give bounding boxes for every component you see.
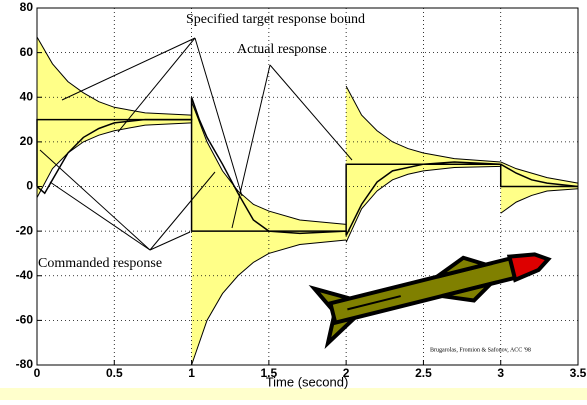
missile-nose: [506, 252, 552, 283]
band-bound: [36, 122, 192, 198]
y-tick-label: -40: [16, 268, 34, 282]
y-tick-label: -20: [16, 223, 34, 237]
y-tick-label: 80: [20, 0, 34, 14]
band-bound: [191, 101, 347, 225]
y-tick-label: -60: [16, 313, 34, 327]
annotation: Specified target response bound: [186, 12, 365, 27]
arrow: [61, 37, 196, 101]
y-tick-label: 0: [26, 179, 33, 193]
annotation: Commanded response: [38, 256, 162, 271]
y-tick-label: 40: [20, 89, 34, 103]
band-bound: [191, 239, 347, 366]
missile-fin: [435, 255, 494, 279]
x-tick-label: 0.5: [106, 366, 123, 380]
missile-fin: [441, 280, 498, 303]
y-tick-label: 20: [20, 134, 34, 148]
y-tick-label: 60: [20, 45, 34, 59]
arrow: [149, 231, 191, 251]
band-fill: [37, 37, 192, 198]
x-tick-label: 3.5: [570, 366, 587, 380]
arrow: [149, 171, 216, 251]
x-tick-label: 0: [34, 366, 41, 380]
band-fill: [500, 161, 578, 214]
x-tick-label: 2: [343, 366, 350, 380]
band-fill: [191, 101, 347, 366]
arrow: [231, 64, 271, 229]
x-tick-label: 2.5: [415, 366, 432, 380]
arrow: [39, 149, 151, 251]
arrow: [49, 181, 151, 251]
arrow: [269, 64, 353, 161]
x-axis-label: Time (second): [266, 374, 349, 389]
band-bound: [36, 36, 192, 116]
x-tick-label: 3: [497, 366, 504, 380]
annotation: Actual response: [237, 42, 327, 57]
series-line: [36, 118, 578, 232]
arrow: [194, 37, 243, 197]
x-tick-label: 1: [188, 366, 195, 380]
band-bound: [345, 85, 501, 163]
footer-strip: [0, 388, 587, 400]
plot-area: 0 0.5 1 1.5 2 2.5 3 3.5 -80 -60 -40 -20 0 20 40 60 80: [16, 0, 587, 380]
missile-body: [327, 254, 523, 326]
missile-stripe: [347, 295, 401, 311]
annotation-arrows: [39, 37, 353, 251]
band-bound: [500, 161, 579, 184]
series-line: [36, 97, 579, 236]
axes-frame: [36, 7, 579, 366]
band-bound: [500, 188, 579, 214]
missile: [308, 252, 552, 349]
credit: Brugarolas, Fromion & Safonov, ACC '98: [430, 346, 531, 353]
y-tick-label: -80: [16, 357, 34, 371]
arrow: [117, 37, 196, 133]
band-bound: [345, 165, 501, 243]
x-tick-label: 1.5: [261, 366, 278, 380]
